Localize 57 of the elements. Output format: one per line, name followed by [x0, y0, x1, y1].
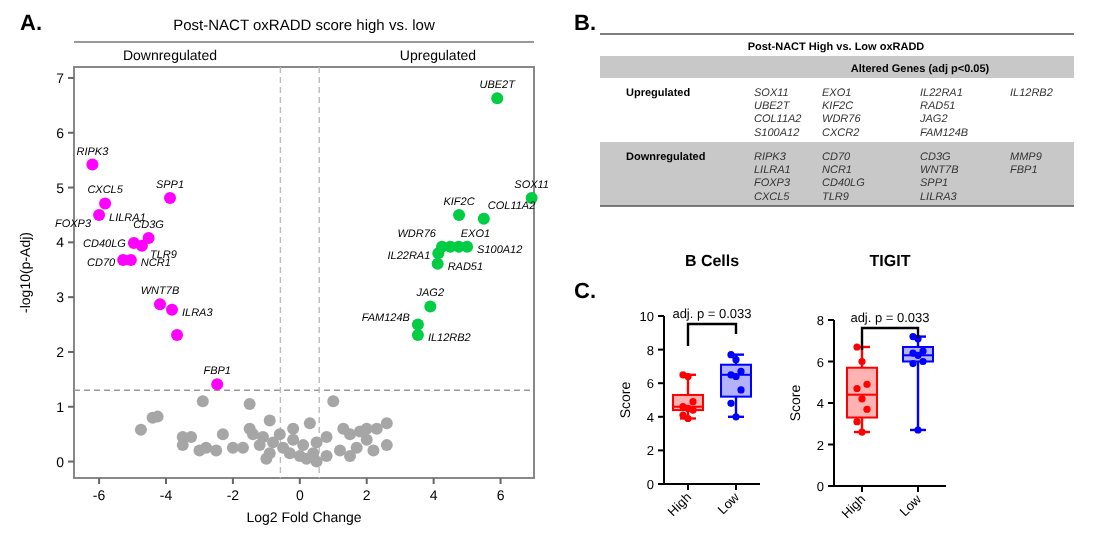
point: [333, 444, 346, 457]
point: [461, 240, 474, 253]
point: [411, 318, 424, 331]
point: [360, 433, 373, 446]
point: [287, 422, 300, 435]
point: [226, 441, 239, 454]
point: [263, 414, 276, 427]
point: [210, 444, 223, 457]
point: [153, 298, 166, 311]
point: [424, 300, 437, 313]
point: [283, 447, 296, 460]
point: [411, 328, 424, 341]
point: [99, 197, 112, 210]
point: [477, 212, 490, 225]
point: [320, 430, 333, 443]
point: [380, 417, 393, 430]
point: [134, 423, 147, 436]
point: [370, 422, 383, 435]
point: [303, 417, 316, 430]
point: [431, 257, 444, 270]
point: [491, 92, 504, 105]
point: [344, 428, 356, 441]
point: [243, 422, 256, 435]
point: [320, 450, 333, 463]
point: [142, 231, 155, 244]
point: [350, 441, 363, 454]
point: [327, 395, 340, 408]
point: [216, 428, 229, 441]
point: [243, 398, 256, 411]
point: [164, 191, 177, 204]
point: [267, 436, 280, 449]
point: [380, 439, 393, 452]
point: [367, 444, 380, 457]
text: B.: [574, 12, 596, 36]
text: A.: [20, 12, 42, 36]
point: [171, 328, 184, 341]
point: [310, 436, 323, 449]
point: [344, 450, 356, 463]
point: [196, 395, 209, 408]
point: [432, 247, 445, 260]
point: [273, 428, 286, 441]
point: [453, 208, 466, 221]
chart-title: B Cells: [684, 252, 741, 270]
point: [360, 422, 373, 435]
point: [287, 433, 300, 446]
point: [200, 441, 213, 454]
text: C.: [574, 280, 596, 304]
point: [135, 239, 148, 252]
point: [211, 378, 224, 391]
point: [260, 452, 273, 465]
chart-title: TIGIT: [869, 252, 911, 270]
point: [310, 455, 323, 468]
point: [253, 439, 266, 452]
point: [297, 439, 310, 452]
point: [86, 158, 99, 171]
point: [93, 208, 106, 221]
point: [166, 303, 179, 316]
